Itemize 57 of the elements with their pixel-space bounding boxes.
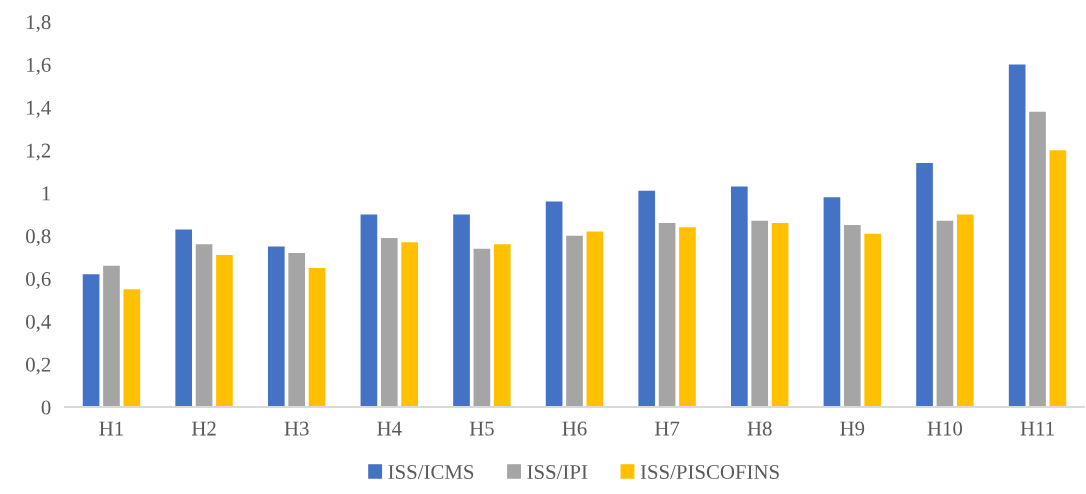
- x-tick-label: H9: [840, 421, 865, 436]
- y-tick-label: 1,4: [27, 100, 51, 118]
- x-tick-label: H1: [99, 421, 123, 436]
- bar: [103, 265, 120, 408]
- bar: [566, 235, 583, 408]
- legend-label: ISS/PISCOFINS: [640, 465, 779, 479]
- bar: [586, 231, 604, 408]
- bar: [360, 214, 378, 408]
- bar: [679, 227, 696, 408]
- bar: [843, 225, 861, 408]
- bar: [771, 222, 789, 408]
- bar: [1049, 150, 1067, 408]
- x-tick-label: H2: [191, 421, 216, 436]
- bar: [380, 237, 398, 408]
- bar: [731, 186, 748, 408]
- bar: [864, 233, 882, 408]
- bar: [545, 201, 563, 408]
- y-tick-label: 1: [42, 186, 51, 201]
- bar: [216, 255, 233, 408]
- x-tick-label: H6: [562, 421, 587, 436]
- y-tick-label: 0: [41, 400, 51, 415]
- bar: [267, 246, 285, 408]
- bar: [308, 267, 326, 408]
- x-tick-label: H5: [469, 421, 494, 436]
- legend-label: ISS/ICMS: [388, 465, 474, 479]
- bar: [916, 163, 933, 408]
- x-tick-label: H3: [284, 421, 309, 436]
- y-tick-label: 0,8: [26, 229, 51, 247]
- x-tick-label: H10: [927, 421, 963, 436]
- x-tick-label: H11: [1020, 421, 1054, 436]
- bar: [823, 197, 841, 408]
- y-tick-label: 1,6: [27, 57, 51, 75]
- bar: [401, 242, 418, 408]
- x-tick-label: H8: [747, 421, 772, 436]
- bar: [82, 274, 100, 408]
- bar: [956, 214, 974, 408]
- bar: [123, 289, 141, 408]
- bar: [493, 244, 511, 408]
- bar: [288, 252, 306, 408]
- bar: [473, 248, 491, 408]
- bar: [751, 220, 769, 408]
- y-tick-label: 1,8: [27, 15, 51, 33]
- bar: [1008, 64, 1026, 408]
- legend-label: ISS/IPI: [527, 465, 588, 479]
- bar: [1029, 111, 1046, 408]
- bar: [195, 244, 213, 408]
- bar: [453, 214, 470, 408]
- y-tick-label: 0,4: [26, 314, 51, 332]
- bar: [936, 220, 954, 408]
- bar: [638, 190, 656, 408]
- bar: [175, 229, 193, 408]
- x-tick-label: H4: [377, 421, 402, 436]
- y-tick-label: 0,2: [26, 357, 51, 375]
- bar: [658, 222, 676, 408]
- y-tick-label: 1,2: [27, 143, 51, 161]
- y-tick-label: 0,6: [26, 271, 51, 290]
- x-tick-label: H7: [654, 421, 680, 436]
